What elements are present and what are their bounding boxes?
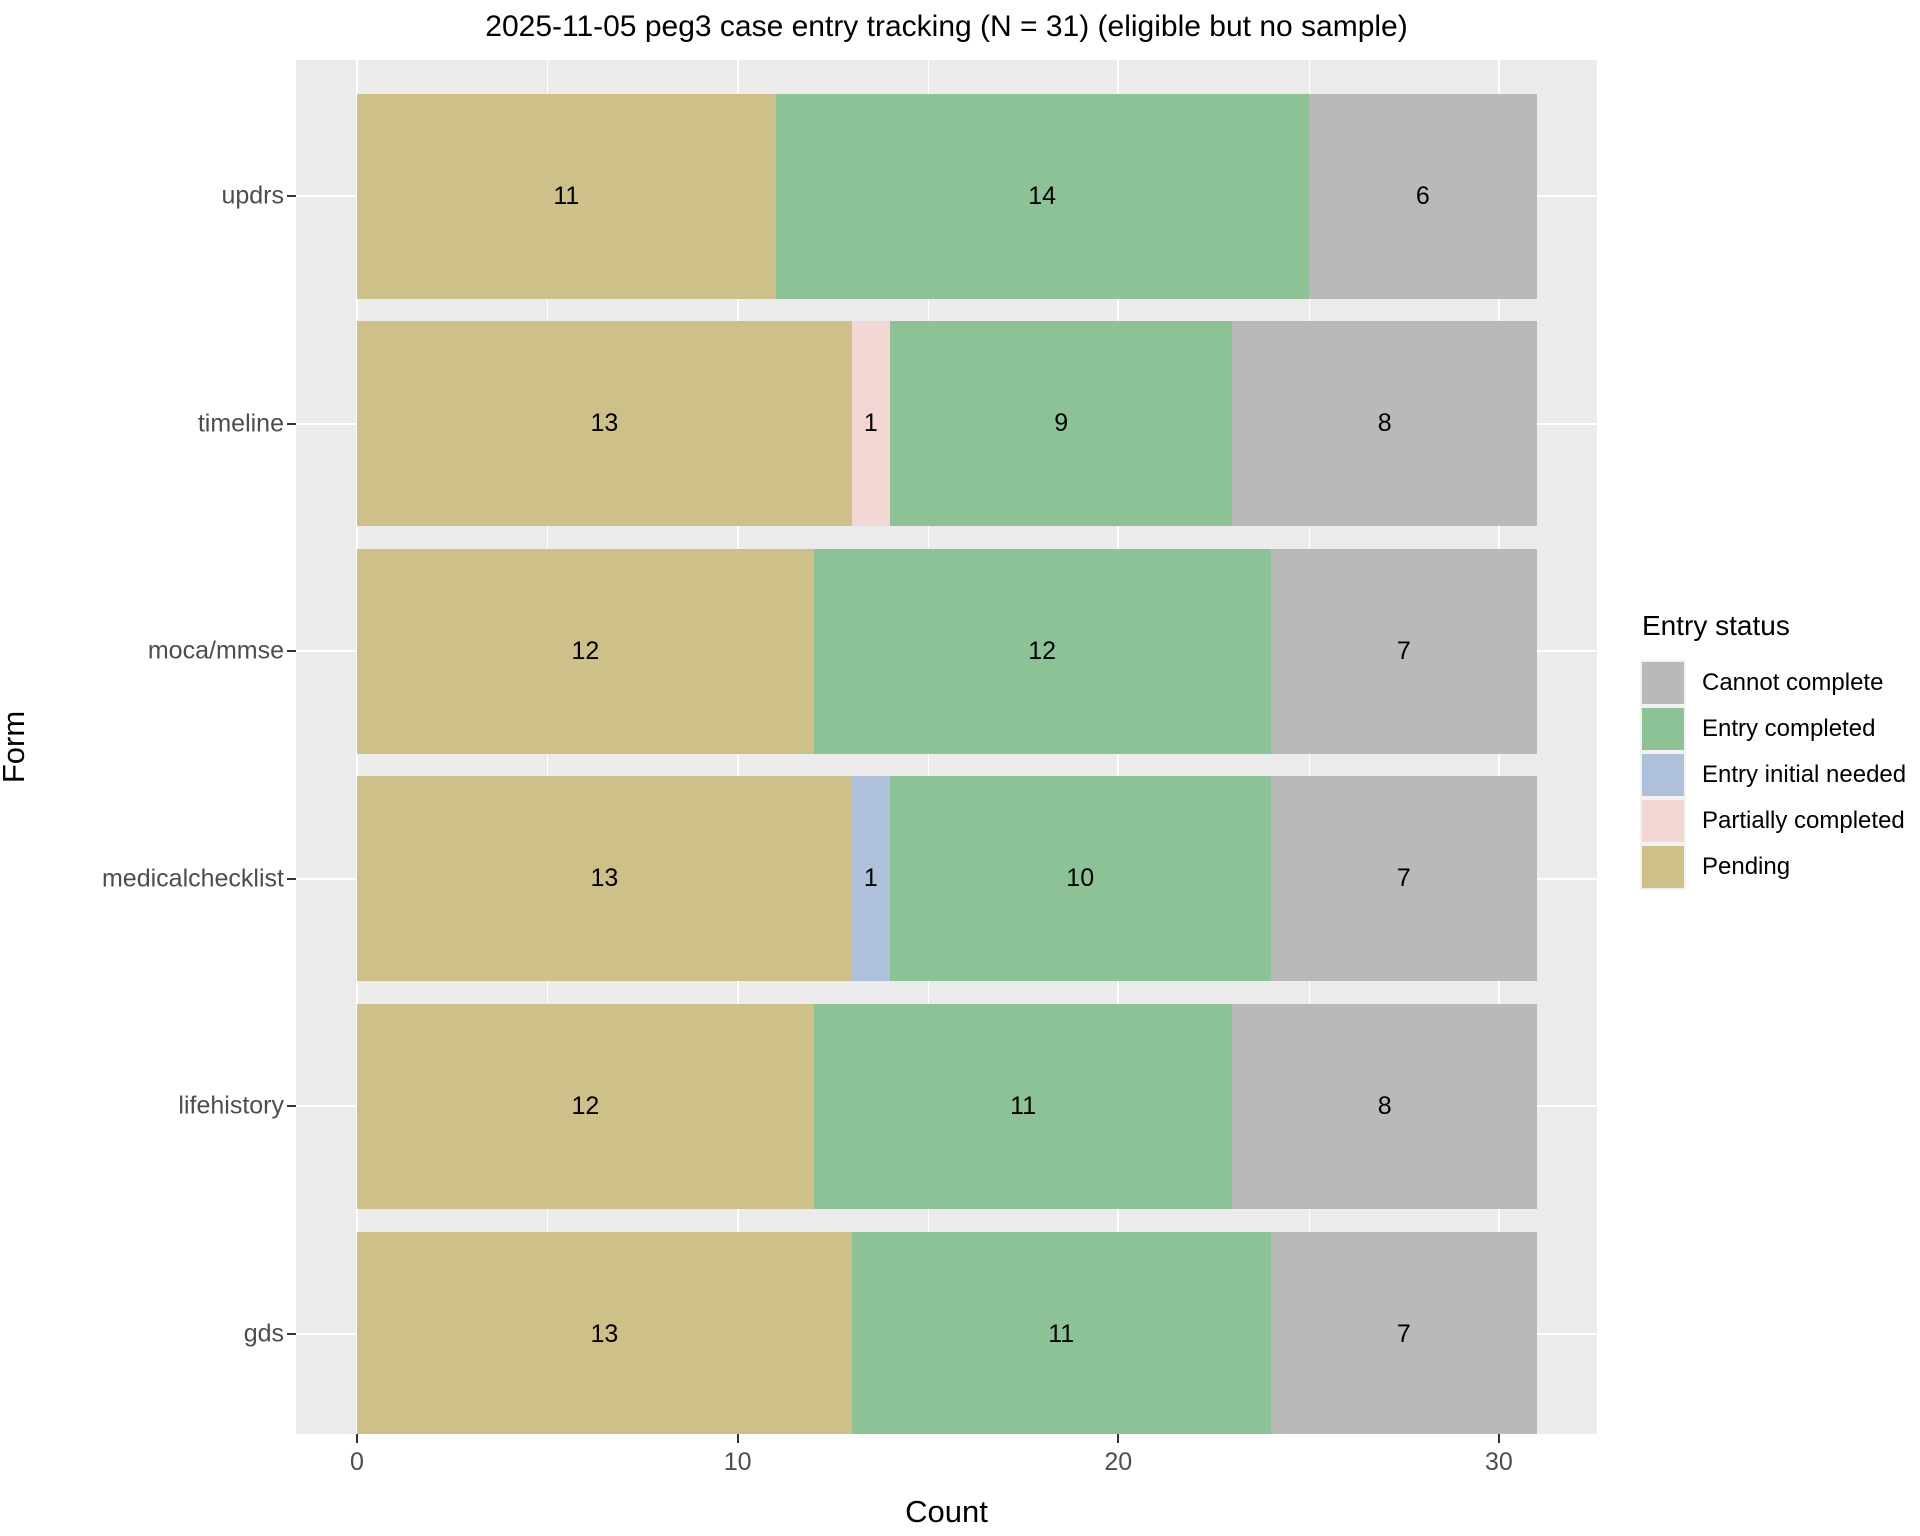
- y-tick-label: moca/mmse: [147, 636, 284, 665]
- bar-segment: 8: [1232, 1003, 1537, 1209]
- y-tick-mark: [287, 650, 296, 653]
- x-tick-mark: [356, 1434, 358, 1443]
- legend: Entry status Cannot complete Entry comple…: [1642, 610, 1906, 890]
- legend-key-swatch: [1642, 754, 1684, 796]
- x-axis-title: Count: [905, 1494, 988, 1529]
- bar-segment-label: 1: [863, 864, 878, 893]
- bar-segment: 7: [1270, 776, 1537, 982]
- bar-segment-label: 7: [1396, 636, 1411, 665]
- chart-title: 2025-11-05 peg3 case entry tracking (N =…: [485, 10, 1408, 43]
- bar-segment: 7: [1270, 1231, 1537, 1434]
- legend-key-swatch: [1642, 800, 1684, 842]
- x-tick-label: 30: [1485, 1448, 1513, 1476]
- y-tick-mark: [287, 877, 296, 880]
- bar-segment: 11: [357, 93, 776, 299]
- bar-segment-label: 6: [1415, 181, 1430, 210]
- bar-segment-label: 12: [571, 636, 600, 665]
- legend-item: Partially completed: [1642, 798, 1906, 844]
- bar-segment-label: 13: [590, 1319, 619, 1348]
- bar-segment: 1: [851, 776, 890, 982]
- legend-key-swatch: [1642, 846, 1684, 888]
- bar-segment: 8: [1232, 321, 1537, 527]
- bar-row: 13 1 10 7: [296, 776, 1597, 982]
- y-tick-label: medicalchecklist: [101, 864, 284, 893]
- legend-item: Entry completed: [1642, 706, 1906, 752]
- bar-segment-label: 7: [1396, 864, 1411, 893]
- y-axis-title: Form: [0, 710, 31, 784]
- legend-item-label: Cannot complete: [1702, 669, 1884, 696]
- x-tick-mark: [1497, 1434, 1500, 1443]
- legend-title: Entry status: [1642, 610, 1790, 641]
- bar-row: 13 11 7: [296, 1231, 1597, 1434]
- y-tick-label: timeline: [197, 409, 284, 438]
- bar-segment: 12: [357, 548, 814, 754]
- bar-segment: 14: [775, 93, 1309, 299]
- y-tick-mark: [287, 422, 296, 425]
- bar-segment: 12: [813, 548, 1271, 754]
- bar-segment: 1: [851, 321, 890, 527]
- legend-key-swatch: [1642, 662, 1684, 704]
- bar-segment: 13: [357, 776, 852, 982]
- bar-segment-label: 11: [1048, 1319, 1075, 1348]
- bar-row: 12 11 8: [296, 1003, 1597, 1209]
- bar-segment: 10: [889, 776, 1271, 982]
- legend-item: Entry initial needed: [1642, 752, 1906, 798]
- chart-panel: 11 14 6 13 1 9 8 12 12 7 13 1 10 7 12 11 8 13 11 7: [296, 60, 1597, 1434]
- bar-segment: 9: [889, 321, 1233, 527]
- bar-segment-label: 8: [1377, 409, 1392, 438]
- bar-segment: 13: [357, 1231, 852, 1434]
- legend-items: Cannot complete Entry completed Entry init…: [1642, 660, 1906, 890]
- bar-segment: 7: [1270, 548, 1537, 754]
- bar-segment-label: 9: [1054, 409, 1069, 438]
- bar-segment-label: 13: [590, 864, 619, 893]
- y-tick-label: gds: [243, 1319, 284, 1348]
- bar-segment: 13: [357, 321, 852, 527]
- legend-item-label: Partially completed: [1702, 807, 1905, 834]
- x-tick-label: 10: [723, 1448, 752, 1476]
- bar-segment: 12: [357, 1003, 814, 1209]
- legend-item-label: Entry initial needed: [1702, 761, 1907, 788]
- bar-segment-label: 1: [863, 409, 878, 438]
- y-tick-mark: [287, 195, 296, 197]
- y-tick-mark: [287, 1333, 296, 1335]
- x-tick-mark: [1117, 1434, 1120, 1443]
- x-tick-mark: [736, 1434, 739, 1443]
- bar-segment-label: 7: [1396, 1319, 1411, 1348]
- bar-segment: 11: [813, 1003, 1233, 1209]
- bar-segment-label: 11: [1010, 1091, 1037, 1120]
- bar-segment-label: 8: [1377, 1091, 1392, 1120]
- bar-segment-label: 12: [1028, 636, 1057, 665]
- legend-item: Pending: [1642, 844, 1906, 890]
- x-tick-label: 0: [350, 1448, 364, 1476]
- bar-segment-label: 11: [553, 181, 580, 210]
- legend-item-label: Entry completed: [1702, 715, 1876, 742]
- bar-row: 11 14 6: [296, 93, 1597, 299]
- bar-segment-label: 14: [1028, 181, 1057, 210]
- legend-item: Cannot complete: [1642, 660, 1906, 706]
- bar-row: 12 12 7: [296, 548, 1597, 754]
- bar-segment-label: 13: [590, 409, 619, 438]
- x-tick-label: 20: [1104, 1448, 1133, 1476]
- y-tick-label: lifehistory: [178, 1091, 284, 1120]
- legend-item-label: Pending: [1702, 853, 1791, 880]
- bar-segment-label: 10: [1066, 864, 1095, 893]
- bar-segment: 11: [851, 1231, 1271, 1434]
- legend-key-swatch: [1642, 708, 1684, 750]
- bar-row: 13 1 9 8: [296, 321, 1597, 527]
- y-tick-label: updrs: [221, 181, 284, 210]
- y-tick-mark: [287, 1105, 296, 1108]
- bar-segment-label: 12: [571, 1091, 600, 1120]
- bar-segment: 6: [1308, 93, 1537, 299]
